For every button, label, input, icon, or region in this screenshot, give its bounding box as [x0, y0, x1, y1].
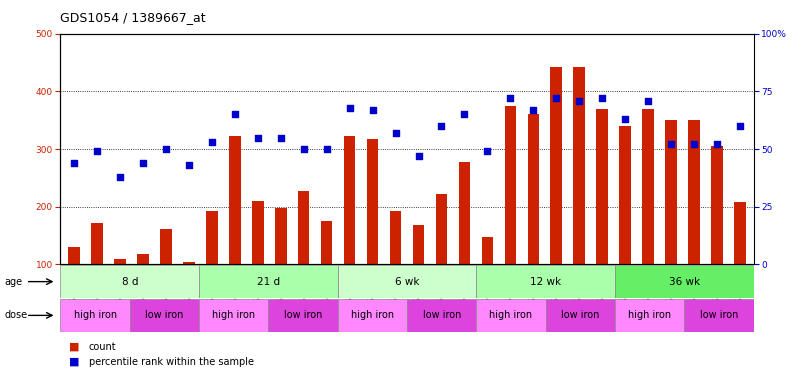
Point — [527, 107, 540, 113]
Bar — [711, 146, 723, 264]
Text: high iron: high iron — [73, 310, 117, 320]
Point — [688, 141, 700, 147]
Text: 8 d: 8 d — [122, 277, 138, 286]
Bar — [183, 262, 195, 264]
Bar — [338, 265, 476, 298]
Point — [366, 107, 379, 113]
Point — [389, 130, 402, 136]
Bar — [407, 299, 476, 332]
Point — [114, 174, 127, 180]
Text: high iron: high iron — [489, 310, 533, 320]
Point — [137, 160, 150, 166]
Bar — [321, 221, 332, 264]
Bar — [734, 202, 746, 264]
Bar — [160, 229, 172, 264]
Bar — [436, 194, 447, 264]
Point — [297, 146, 310, 152]
Point — [320, 146, 333, 152]
Bar — [199, 299, 268, 332]
Bar — [114, 259, 126, 264]
Bar — [229, 136, 241, 264]
Point — [573, 98, 586, 104]
Text: ■: ■ — [69, 357, 79, 367]
Bar — [642, 109, 654, 264]
Point — [550, 95, 563, 101]
Bar — [684, 299, 754, 332]
Bar — [344, 136, 355, 264]
Bar — [482, 237, 493, 264]
Bar — [137, 254, 149, 264]
Bar — [688, 120, 700, 264]
Text: 36 wk: 36 wk — [669, 277, 700, 286]
Text: high iron: high iron — [351, 310, 394, 320]
Point — [182, 162, 195, 168]
Bar — [367, 139, 378, 264]
Bar — [390, 211, 401, 264]
Text: 21 d: 21 d — [257, 277, 280, 286]
Text: count: count — [89, 342, 116, 352]
Bar — [476, 265, 615, 298]
Point — [160, 146, 172, 152]
Point — [619, 116, 632, 122]
Text: low iron: low iron — [422, 310, 461, 320]
Text: low iron: low iron — [700, 310, 738, 320]
Text: percentile rank within the sample: percentile rank within the sample — [89, 357, 254, 367]
Text: high iron: high iron — [628, 310, 671, 320]
Text: high iron: high iron — [212, 310, 256, 320]
Text: low iron: low iron — [284, 310, 322, 320]
Point — [664, 141, 677, 147]
Bar — [476, 299, 546, 332]
Bar — [275, 209, 286, 264]
Point — [504, 95, 517, 101]
Point — [343, 105, 356, 111]
Bar — [615, 265, 754, 298]
Point — [251, 135, 264, 141]
Bar — [252, 201, 264, 264]
Text: low iron: low iron — [561, 310, 600, 320]
Bar — [60, 299, 130, 332]
Bar — [546, 299, 615, 332]
Bar — [619, 126, 631, 264]
Bar — [91, 223, 103, 264]
Bar — [550, 67, 562, 264]
Point — [91, 148, 104, 154]
Bar — [615, 299, 684, 332]
Text: 12 wk: 12 wk — [530, 277, 561, 286]
Text: low iron: low iron — [145, 310, 184, 320]
Bar — [459, 162, 470, 264]
Point — [710, 141, 723, 147]
Bar — [596, 109, 608, 264]
Bar — [573, 67, 585, 264]
Text: 6 wk: 6 wk — [395, 277, 419, 286]
Bar — [206, 211, 218, 264]
Bar — [665, 120, 677, 264]
Bar — [268, 299, 338, 332]
Text: dose: dose — [4, 310, 27, 320]
Point — [733, 123, 746, 129]
Bar — [130, 299, 199, 332]
Bar — [338, 299, 407, 332]
Bar — [413, 225, 424, 264]
Bar — [199, 265, 338, 298]
Point — [435, 123, 448, 129]
Bar — [69, 247, 80, 264]
Point — [228, 111, 241, 117]
Text: GDS1054 / 1389667_at: GDS1054 / 1389667_at — [60, 11, 206, 24]
Point — [206, 139, 218, 145]
Point — [412, 153, 425, 159]
Bar — [528, 114, 539, 264]
Point — [642, 98, 654, 104]
Text: ■: ■ — [69, 342, 79, 352]
Bar — [298, 190, 310, 264]
Text: age: age — [4, 277, 22, 286]
Bar — [60, 265, 199, 298]
Bar — [505, 106, 516, 264]
Point — [274, 135, 287, 141]
Point — [68, 160, 81, 166]
Point — [481, 148, 494, 154]
Point — [458, 111, 471, 117]
Point — [596, 95, 609, 101]
